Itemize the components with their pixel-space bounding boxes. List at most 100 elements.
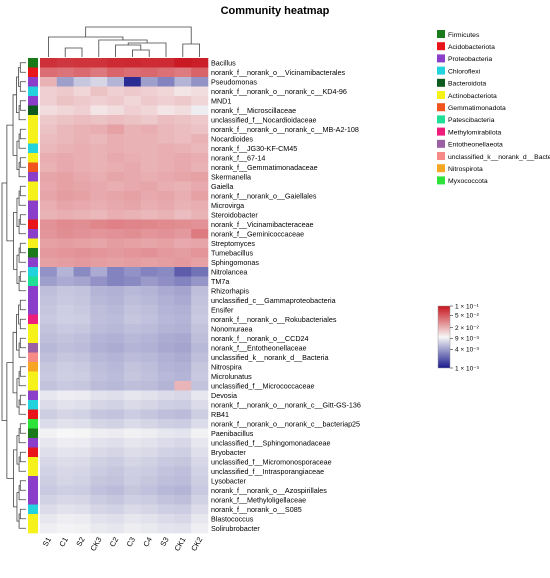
row-label: unclassified_f__Micromonosporaceae — [211, 457, 332, 466]
heatmap-cell — [40, 267, 58, 277]
heatmap-cell — [157, 333, 175, 344]
heatmap-cell — [90, 428, 108, 439]
heatmap-cell — [191, 181, 209, 192]
heatmap-cell — [124, 257, 142, 268]
heatmap-cell — [191, 219, 209, 230]
heatmap-cell — [40, 504, 58, 515]
row-label: MND1 — [211, 96, 231, 105]
heatmap-cell — [56, 428, 74, 439]
heatmap-cell — [124, 390, 142, 401]
legend-swatch — [437, 78, 445, 87]
heatmap-cell — [191, 457, 209, 467]
phylum-color-cell — [28, 86, 38, 97]
heatmap-cell — [40, 238, 58, 249]
heatmap-cell — [40, 105, 58, 116]
heatmap-cell — [40, 457, 58, 467]
heatmap-cell — [40, 371, 58, 382]
heatmap-cell — [73, 77, 91, 87]
heatmap-cell — [40, 409, 58, 420]
heatmap-cell — [56, 343, 74, 353]
phylum-color-cell — [28, 371, 38, 382]
heatmap-cell — [157, 257, 175, 268]
heatmap-cell — [174, 333, 192, 344]
heatmap-cell — [56, 485, 74, 496]
heatmap-cell — [157, 485, 175, 496]
phylum-color-cell — [28, 457, 38, 467]
heatmap-cell — [73, 305, 91, 315]
heatmap-cell — [157, 457, 175, 467]
heatmap-cell — [157, 504, 175, 515]
heatmap-cell — [90, 115, 108, 125]
heatmap-cell — [191, 257, 209, 268]
heatmap-cell — [140, 124, 158, 135]
heatmap-cell — [191, 419, 209, 429]
row-dendrogram-branch — [19, 337, 26, 349]
heatmap-cell — [107, 419, 125, 429]
heatmap-cell — [191, 276, 209, 287]
heatmap-cell — [73, 162, 91, 173]
heatmap-cell — [124, 343, 142, 353]
phylum-color-cell — [28, 77, 38, 87]
phylum-color-cell — [28, 267, 38, 277]
heatmap-cell — [40, 381, 58, 391]
row-label: unclassified_f__Sphingomonadaceae — [211, 438, 330, 447]
row-label: Bacillus — [211, 58, 236, 67]
heatmap-cell — [124, 295, 142, 306]
heatmap-cell — [140, 390, 158, 401]
heatmap-cell — [90, 390, 108, 401]
legend-label: Nitrospirota — [448, 166, 483, 173]
row-dendrogram-branch — [19, 242, 26, 254]
heatmap-cell — [157, 210, 175, 220]
heatmap-cell — [56, 96, 74, 106]
heatmap-cell — [140, 457, 158, 467]
heatmap-cell — [124, 314, 142, 325]
heatmap-cell — [124, 67, 142, 78]
heatmap-cell — [140, 58, 158, 68]
heatmap-cell — [124, 438, 142, 448]
heatmap-cell — [174, 428, 192, 439]
chart-title: Community heatmap — [221, 5, 330, 17]
phylum-color-cell — [28, 495, 38, 505]
heatmap-cell — [90, 58, 108, 68]
heatmap-cell — [73, 295, 91, 306]
heatmap-cell — [124, 381, 142, 391]
heatmap-cell — [90, 305, 108, 315]
row-label: norank_f__Microscillaceae — [211, 106, 296, 115]
heatmap-cell — [107, 333, 125, 344]
heatmap-cell — [140, 134, 158, 144]
heatmap-cell — [90, 324, 108, 334]
heatmap-cell — [90, 143, 108, 154]
heatmap-cell — [140, 314, 158, 325]
phylum-color-cell — [28, 305, 38, 315]
row-label: Tumebacillus — [211, 248, 253, 257]
phylum-color-cell — [28, 229, 38, 239]
heatmap-cell — [174, 466, 192, 477]
phylum-color-cell — [28, 115, 38, 125]
heatmap-cell — [191, 523, 209, 534]
row-dendrogram-branch — [19, 318, 26, 330]
heatmap-cell — [124, 504, 142, 515]
row-dendrogram-branch — [19, 299, 26, 311]
heatmap-cell — [140, 371, 158, 382]
heatmap-cell — [191, 200, 209, 211]
heatmap-cell — [90, 495, 108, 505]
heatmap-cell — [73, 267, 91, 277]
heatmap-cell — [56, 390, 74, 401]
heatmap-cell — [157, 181, 175, 192]
heatmap-cell — [174, 162, 192, 173]
heatmap-cell — [90, 248, 108, 258]
row-dendrogram-branch — [6, 124, 14, 242]
row-label: norank_f__Methyloligellaceae — [211, 495, 306, 504]
heatmap-cell — [107, 352, 125, 363]
heatmap-cell — [90, 153, 108, 163]
phylum-color-cell — [28, 200, 38, 211]
row-label: unclassified_f__Micrococcaceae — [211, 381, 314, 390]
heatmap-cell — [73, 495, 91, 505]
heatmap-cell — [140, 267, 158, 277]
legend-label: Chloroflexi — [448, 68, 481, 75]
heatmap-cell — [90, 286, 108, 296]
heatmap-cell — [174, 476, 192, 486]
heatmap-cell — [90, 276, 108, 287]
row-label: norank_f__67-14 — [211, 153, 265, 162]
phylum-color-cell — [28, 419, 38, 429]
